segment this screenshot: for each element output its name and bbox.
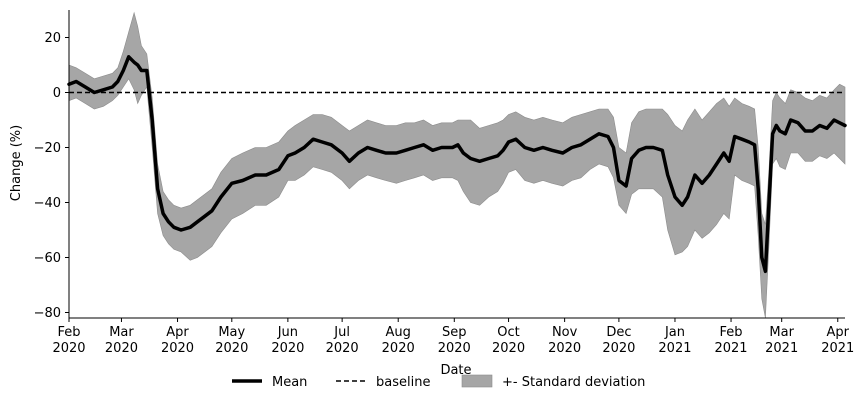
x-tick-label: Apr 2020 (161, 325, 194, 356)
x-tick-label: Sep 2020 (438, 325, 471, 356)
x-tick-label: Oct 2020 (492, 325, 525, 356)
x-tick-label: Nov 2020 (548, 325, 581, 356)
x-axis-label: Date (440, 363, 471, 378)
y-tick-label: −20 (34, 141, 61, 156)
y-ticks: 20 0 −20 −40 −60 −80 (34, 31, 69, 321)
y-tick-label: 0 (53, 86, 61, 101)
legend-label: Mean (272, 375, 307, 390)
x-ticks: Feb 2020 Mar 2020 Apr 2020 May 2020 Jun 2020 Jul 20… (52, 318, 854, 356)
legend-label: +- Standard deviation (502, 375, 645, 390)
y-tick-label: −60 (34, 251, 61, 266)
x-tick-label: Apr 2021 (821, 325, 854, 356)
x-tick-label: Jun 2020 (271, 325, 304, 356)
legend: Mean baseline +- Standard deviation (232, 374, 645, 390)
y-tick-label: 20 (44, 31, 61, 46)
mean-line (67, 55, 847, 274)
x-tick-label: Mar 2020 (105, 325, 138, 356)
x-tick-label: May 2020 (215, 325, 248, 356)
axes-layer (68, 10, 845, 319)
x-tick-label: Jul 2020 (326, 325, 359, 356)
y-tick-label: −40 (34, 196, 61, 211)
x-tick-label: Feb 2020 (52, 325, 85, 356)
y-tick-label: −80 (34, 306, 61, 321)
y-axis-label: Change (%) (9, 125, 24, 201)
x-tick-label: Mar 2021 (765, 325, 798, 356)
std-band-layer (68, 11, 846, 319)
x-tick-label: Aug 2020 (382, 325, 415, 356)
x-tick-label: Feb 2021 (714, 325, 747, 356)
std-deviation-band (68, 11, 846, 319)
x-tick-label: Jan 2021 (658, 325, 691, 356)
mean-line-layer (67, 55, 847, 274)
legend-swatch-band (461, 374, 493, 388)
x-tick-label: Dec 2020 (602, 325, 635, 356)
legend-label: baseline (376, 375, 430, 390)
